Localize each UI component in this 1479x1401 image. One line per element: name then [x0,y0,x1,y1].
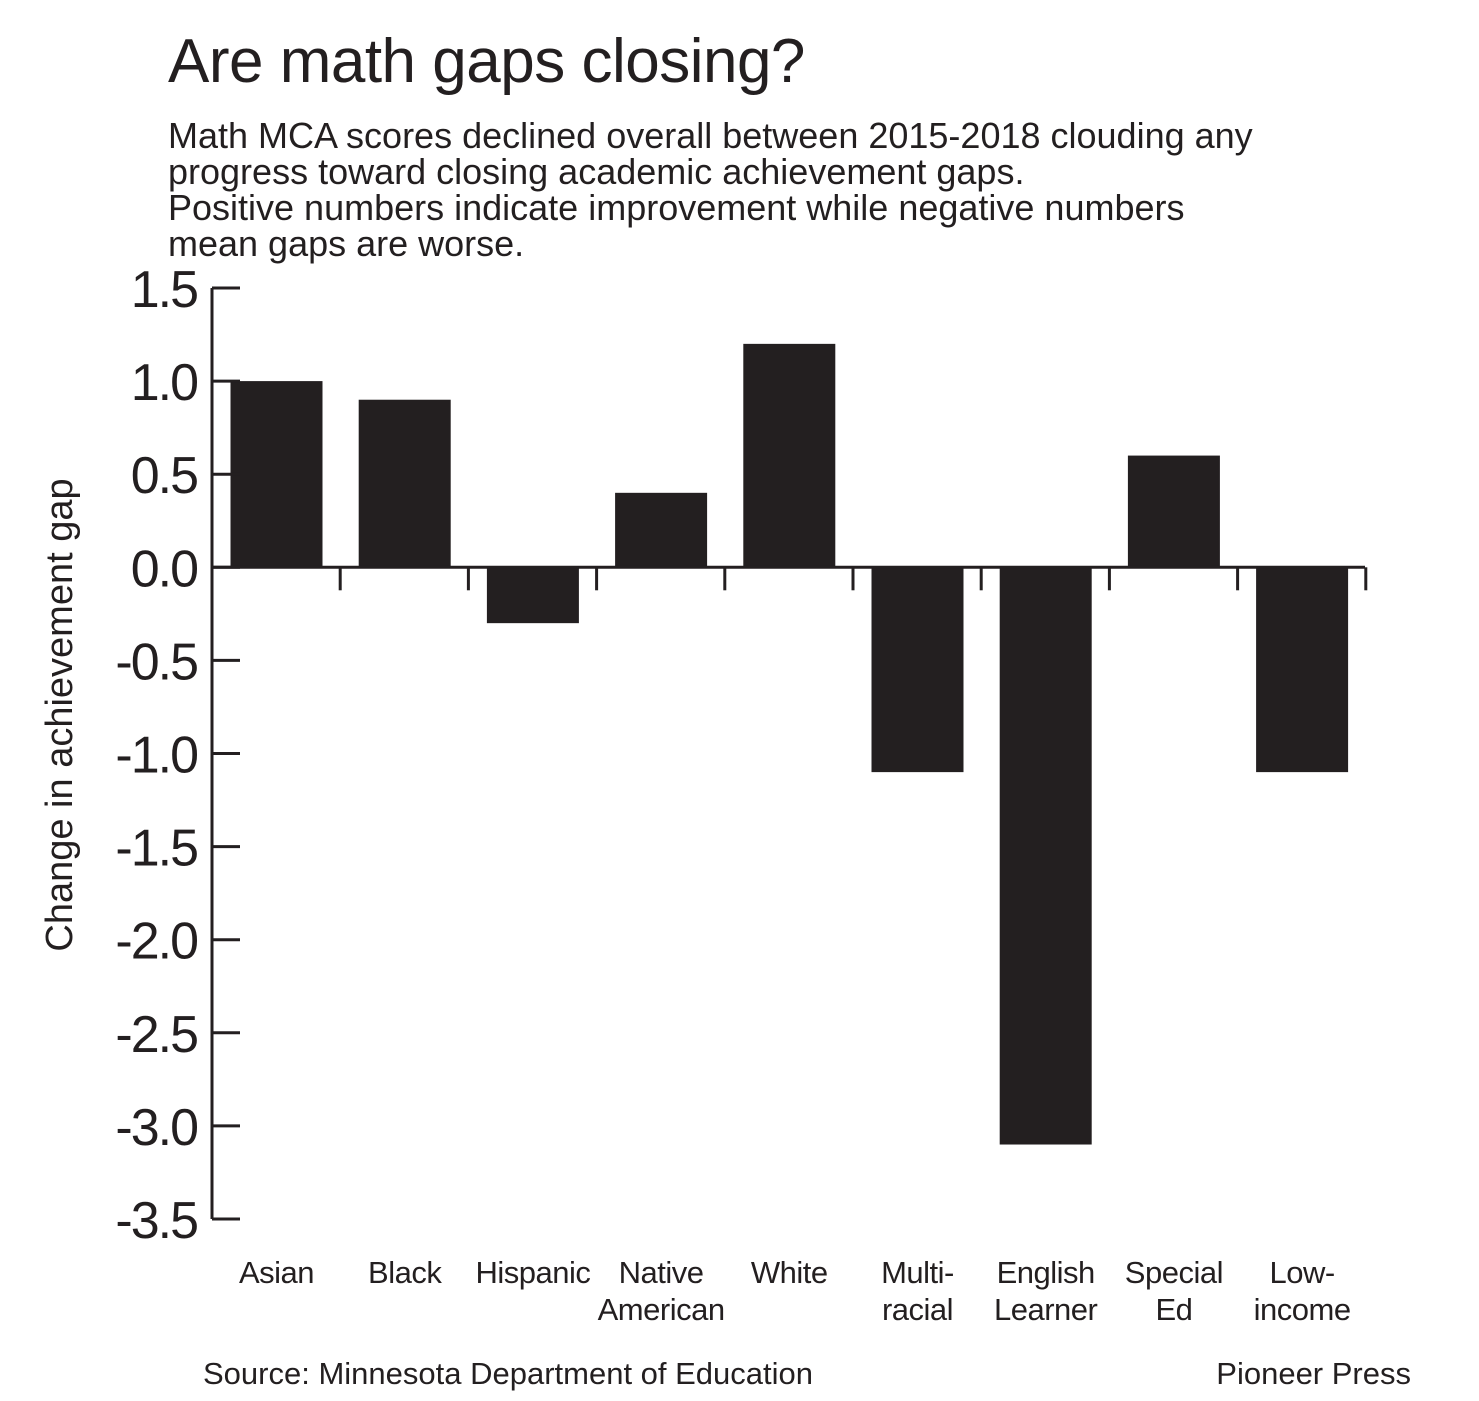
subtitle-line: progress toward closing academic achieve… [168,151,1025,192]
bar [230,381,323,568]
x-category-label: Black [368,1255,442,1290]
bar [358,399,451,568]
chart-subtitle: Math MCA scores declined overall between… [168,118,1468,262]
y-tick-label: 1.0 [131,354,197,412]
source-note: Source: Minnesota Department of Educatio… [203,1356,814,1391]
bar [486,567,579,624]
y-tick-label: -0.5 [115,633,197,691]
x-category-label: English [997,1255,1095,1290]
bar [615,492,708,568]
subtitle-line: Positive numbers indicate improvement wh… [168,187,1185,228]
y-tick-label: -3.0 [115,1099,197,1157]
x-category-label: Low- [1269,1255,1334,1290]
y-tick-label: 1.5 [131,261,197,319]
x-category-label: income [1254,1292,1351,1327]
bar [743,343,836,568]
x-category-label: Multi- [881,1255,954,1290]
x-category-label: Native [619,1255,704,1290]
subtitle-line: Math MCA scores declined overall between… [168,115,1253,156]
y-tick-label: -2.5 [115,1006,197,1064]
x-category-label: Hispanic [475,1255,590,1290]
y-axis-title: Change in achievement gap [39,478,81,951]
publisher-credit: Pioneer Press [1216,1356,1411,1391]
x-category-label: Special [1125,1255,1223,1290]
y-tick-label: -1.0 [115,727,197,785]
bar [871,567,964,773]
bar [1256,567,1349,773]
y-tick-label: -3.5 [115,1192,197,1250]
x-category-label: Asian [239,1255,314,1290]
x-category-label: Learner [994,1292,1098,1327]
bar [1127,455,1220,568]
x-category-label: Ed [1155,1292,1192,1327]
y-tick-label: 0.0 [131,540,197,598]
y-tick-label: -2.0 [115,913,197,971]
x-category-label: White [751,1255,828,1290]
chart-title: Are math gaps closing? [168,27,805,96]
bar [999,567,1092,1145]
subtitle-line: mean gaps are worse. [168,223,525,264]
y-tick-label: -1.5 [115,820,197,878]
x-category-label: racial [882,1292,953,1327]
y-tick-label: 0.5 [131,447,197,505]
x-category-label: American [598,1292,725,1327]
